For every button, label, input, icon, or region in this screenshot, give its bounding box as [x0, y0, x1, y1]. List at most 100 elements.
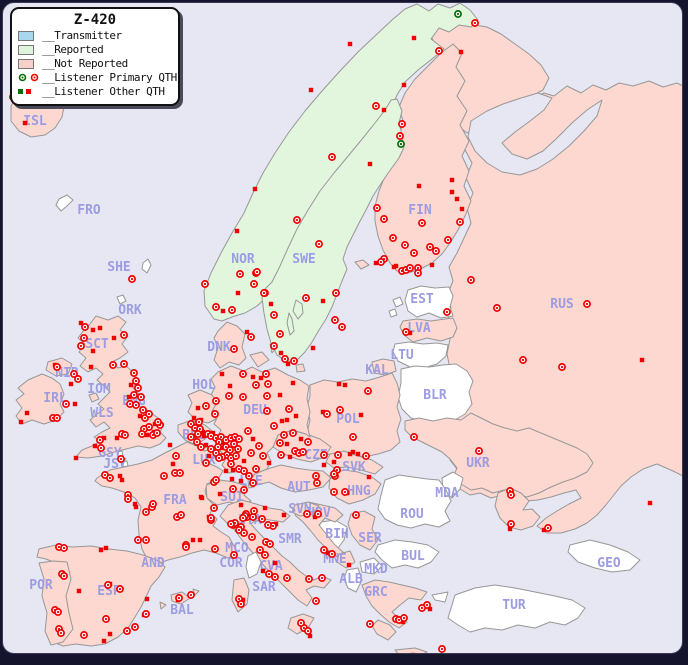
listener-other-qth-marker — [459, 206, 465, 212]
listener-primary-qth-marker — [265, 570, 273, 578]
listener-primary-qth-marker — [410, 249, 418, 257]
listener-primary-qth-marker — [285, 405, 293, 413]
listener-primary-qth-marker — [330, 488, 338, 496]
listener-primary-qth-marker — [264, 380, 272, 388]
country-label-bul: BUL — [401, 549, 425, 564]
listener-other-qth-marker — [250, 374, 256, 380]
country-crimea — [494, 487, 541, 531]
listener-primary-qth-marker — [280, 431, 288, 439]
country-label-tur: TUR — [502, 598, 526, 613]
listener-primary-qth-marker — [373, 204, 381, 212]
listener-other-qth-marker — [290, 380, 296, 386]
listener-primary-qth-marker — [320, 451, 328, 459]
listener-other-qth-marker — [195, 405, 201, 411]
listener-primary-qth-marker — [304, 438, 312, 446]
listener-other-qth-marker — [119, 477, 125, 483]
listener-primary-qth-marker — [116, 585, 124, 593]
listener-primary-qth-marker — [507, 520, 515, 528]
country-por — [38, 560, 74, 646]
listener-primary-qth-marker — [270, 422, 278, 430]
listener-primary-qth-marker — [398, 120, 406, 128]
listener-primary-qth-marker-green — [397, 140, 405, 148]
listener-other-qth-marker — [238, 502, 244, 508]
country-aland — [354, 259, 370, 270]
country-iom — [88, 392, 100, 403]
listener-other-qth-marker — [407, 330, 413, 336]
country-label-fro: FRO — [77, 203, 101, 218]
listener-other-qth-marker — [219, 445, 225, 451]
listener-primary-qth-marker — [302, 294, 310, 302]
legend-item-label: __Listener Other QTH — [42, 85, 165, 98]
listener-primary-qth-marker — [328, 153, 336, 161]
listener-other-qth-marker — [427, 606, 433, 612]
listener-primary-qth-marker — [372, 102, 380, 110]
country-ser — [347, 510, 379, 551]
listener-primary-qth-marker — [130, 369, 138, 377]
listener-primary-qth-marker — [277, 451, 285, 459]
map-legend: Z-420 __Transmitter __Reported __Not Repor… — [10, 7, 180, 106]
listener-other-qth-marker — [454, 196, 460, 202]
legend-swatch-icon — [18, 44, 38, 55]
listener-primary-qth-marker — [263, 407, 271, 415]
listener-primary-qth-marker — [270, 342, 278, 350]
listener-primary-qth-marker — [154, 418, 162, 426]
listener-primary-qth-marker — [236, 270, 244, 278]
listener-other-qth-marker — [200, 429, 206, 435]
legend-rows: __Transmitter __Reported __Not Reported __L… — [18, 29, 177, 98]
listener-primary-qth-marker — [270, 311, 278, 319]
country-blr — [397, 363, 474, 425]
listener-primary-qth-marker — [247, 333, 255, 341]
listener-primary-qth-marker — [60, 572, 68, 580]
legend-swatch-icon — [18, 30, 38, 41]
country-label-grc: GRC — [364, 585, 387, 600]
listener-other-qth-marker — [126, 394, 132, 400]
listener-other-qth-marker — [220, 440, 226, 446]
listener-primary-qth-marker — [80, 631, 88, 639]
listener-other-qth-marker — [117, 473, 123, 479]
legend-swatch-icon — [18, 58, 38, 69]
listener-primary-qth-marker — [432, 247, 440, 255]
listener-other-qth-marker — [281, 512, 287, 518]
listener-other-qth-marker — [320, 409, 326, 415]
listener-other-qth-marker — [411, 35, 417, 41]
listener-other-qth-marker — [647, 500, 653, 506]
country-est_is2 — [388, 308, 398, 318]
listener-primary-qth-marker — [244, 427, 252, 435]
listener-primary-qth-marker — [293, 216, 301, 224]
listener-primary-qth-marker — [305, 575, 313, 583]
listener-other-qth-marker — [278, 350, 284, 356]
listener-other-qth-marker — [262, 505, 268, 511]
listener-primary-qth-marker — [230, 345, 238, 353]
listener-primary-qth-marker — [438, 645, 446, 653]
listener-other-qth-marker — [90, 348, 96, 354]
listener-primary-qth-marker — [290, 357, 298, 365]
country-label-nor: NOR — [231, 252, 255, 267]
listener-other-qth-marker — [229, 476, 235, 482]
listener-primary-qth-marker — [252, 465, 260, 473]
listener-other-qth-marker — [350, 449, 356, 455]
country-ltu — [392, 341, 449, 369]
listener-other-qth-marker — [367, 161, 373, 167]
listener-other-qth-marker — [219, 371, 225, 377]
legend-item-label: __Reported — [42, 43, 104, 56]
country-aut — [249, 464, 332, 493]
listener-other-qth-marker — [203, 442, 209, 448]
listener-primary-qth-marker — [215, 454, 223, 462]
listener-primary-qth-marker — [176, 469, 184, 477]
country-bul — [374, 539, 440, 569]
country-label-wls: WLS — [90, 406, 114, 421]
country-label-hol: HOL — [192, 378, 216, 393]
listener-primary-qth-marker — [253, 268, 261, 276]
country-label-swe: SWE — [292, 252, 315, 267]
listener-primary-qth-marker — [212, 303, 220, 311]
listener-other-qth-marker — [206, 453, 212, 459]
country-label-fin: FIN — [408, 203, 432, 218]
legend-title: Z-420 — [73, 12, 117, 28]
listener-other-qth-marker — [373, 260, 379, 266]
listener-other-qth-marker — [277, 392, 283, 398]
listener-primary-qth-marker — [261, 551, 269, 559]
listener-primary-qth-marker — [297, 619, 305, 627]
listener-primary-qth-marker — [248, 533, 256, 541]
listener-primary-qth-marker — [124, 495, 132, 503]
country-label-ser: SER — [358, 531, 382, 546]
